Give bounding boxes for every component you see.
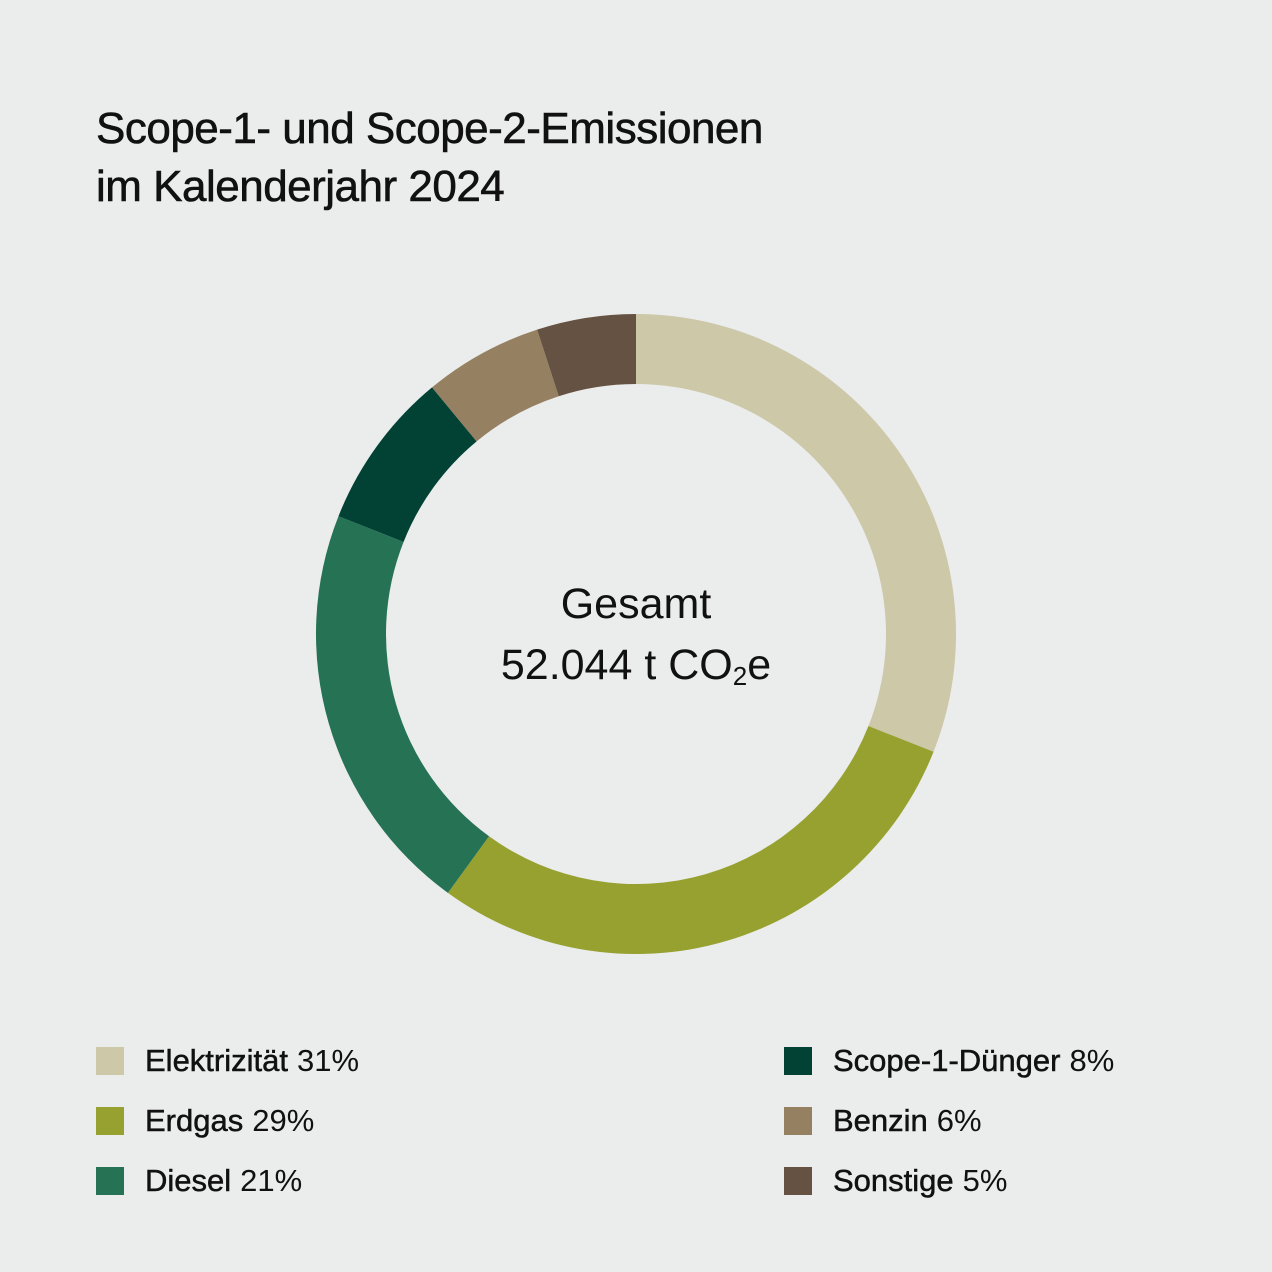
donut-slice-scope-1-duenger (338, 387, 477, 542)
legend-item-erdgas: Erdgas 29% (96, 1101, 314, 1141)
legend-swatch (784, 1047, 812, 1075)
legend-percent: 29% (252, 1103, 315, 1138)
legend-item-elektrizitaet: Elektrizität 31% (96, 1041, 359, 1081)
chart-title-line-1: Scope-1- und Scope-2-Emissionen (96, 104, 764, 154)
total-value-suffix: e (747, 641, 772, 689)
legend-swatch (96, 1047, 124, 1075)
total-value-subscript: 2 (732, 661, 748, 691)
legend-percent: 21% (240, 1163, 303, 1198)
legend-label: Benzin (833, 1103, 928, 1139)
chart-title-line-2: im Kalenderjahr 2024 (96, 162, 505, 212)
donut-slice-sonstige (537, 314, 636, 397)
legend-swatch (784, 1107, 812, 1135)
total-value-main: 52.044 t CO (500, 641, 733, 689)
legend-swatch (96, 1167, 124, 1195)
donut-slice-diesel (316, 516, 490, 893)
chart-title: Scope-1- und Scope-2-Emissionen im Kalen… (96, 100, 764, 216)
legend-percent: 5% (962, 1163, 1008, 1198)
legend-label: Sonstige (833, 1163, 954, 1199)
legend-swatch (784, 1167, 812, 1195)
donut-slice-erdgas (447, 726, 934, 955)
legend-item-sonstige: Sonstige 5% (784, 1161, 1007, 1201)
legend-percent: 8% (1069, 1043, 1115, 1078)
legend-swatch (96, 1107, 124, 1135)
legend-item-scope-1-duenger: Scope-1-Dünger 8% (784, 1041, 1114, 1081)
legend-label: Elektrizität (145, 1043, 288, 1079)
legend-label: Diesel (145, 1163, 232, 1199)
legend-item-diesel: Diesel 21% (96, 1161, 302, 1201)
legend-percent: 31% (296, 1043, 360, 1078)
legend-item-benzin: Benzin 6% (784, 1101, 982, 1141)
total-label: Gesamt (560, 580, 712, 628)
legend-label: Scope-1-Dünger (833, 1043, 1061, 1079)
legend-percent: 6% (936, 1103, 982, 1138)
total-value: 52.044 t CO2e (386, 641, 886, 690)
donut-slice-benzin (432, 329, 559, 442)
donut-slice-elektrizitaet (636, 314, 957, 752)
legend-label: Erdgas (145, 1103, 244, 1139)
